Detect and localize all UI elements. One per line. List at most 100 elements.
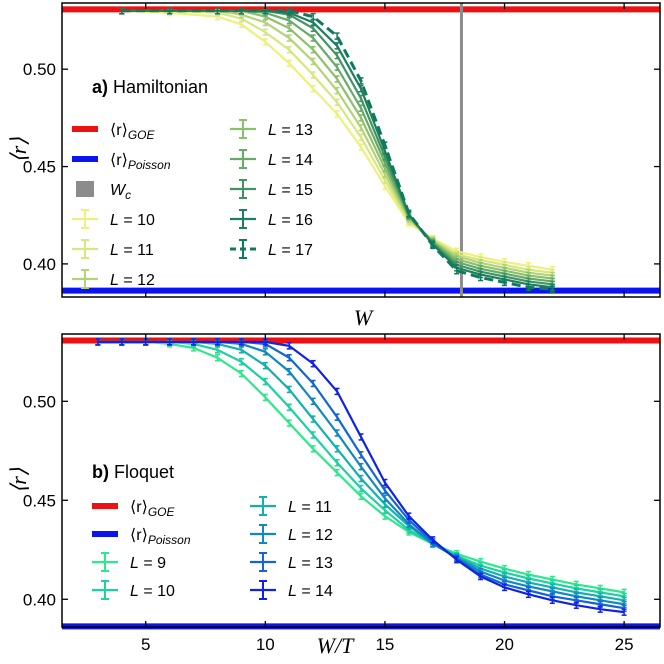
data-point <box>382 141 388 149</box>
data-point <box>334 387 340 396</box>
data-point <box>286 354 292 362</box>
legend-entry: ⟨r⟩Poisson <box>92 527 191 547</box>
data-point <box>573 601 579 609</box>
data-point <box>286 24 292 33</box>
y-axis-title: ⟨r⟩ <box>6 137 31 163</box>
series-line <box>121 9 553 283</box>
legend-entry: L = 15 <box>230 179 313 199</box>
legend-entry: L = 10 <box>92 580 175 600</box>
series-l-12 <box>95 338 627 608</box>
legend-label: L = 14 <box>288 583 333 600</box>
series-line <box>121 9 553 271</box>
data-point <box>214 338 220 346</box>
data-point <box>478 572 484 581</box>
series-line <box>97 340 625 602</box>
series-l-14 <box>95 338 627 616</box>
legend-entry: ⟨r⟩Poisson <box>72 152 171 172</box>
data-point <box>334 32 340 40</box>
legend-label: L = 11 <box>110 242 154 259</box>
panel-floquet: 5 10 15 20 25 0.40 0.45 0.50 ⟨r⟩ W/T b) Floquet ⟨r⟩… <box>6 333 661 658</box>
data-point <box>167 338 173 346</box>
data-point <box>310 34 316 42</box>
plot-frame <box>61 333 661 628</box>
data-point <box>310 45 316 54</box>
data-point <box>334 110 340 118</box>
data-point <box>454 266 460 275</box>
data-point <box>262 38 268 46</box>
data-point <box>286 367 292 376</box>
x-tick-label: 10 <box>256 635 275 654</box>
x-tick-label: 25 <box>615 635 634 654</box>
legend-entry: ⟨r⟩GOE <box>92 499 175 519</box>
legend-label: L = 12 <box>110 272 155 289</box>
data-point <box>334 445 340 453</box>
data-point <box>310 415 316 423</box>
y-tick-label: 0.50 <box>23 392 56 411</box>
data-point <box>549 285 555 293</box>
legend-entry: L = 16 <box>230 209 313 229</box>
series-l-17 <box>119 7 555 293</box>
data-point <box>286 403 292 411</box>
data-point <box>382 486 388 495</box>
data-point <box>310 379 316 388</box>
data-point <box>262 393 268 402</box>
x-tick-label: 15 <box>375 635 394 654</box>
data-point <box>358 123 364 132</box>
data-point <box>310 397 316 406</box>
data-point <box>310 445 316 453</box>
data-point <box>286 342 292 350</box>
legend-label: L = 12 <box>288 527 333 544</box>
data-point <box>502 583 508 592</box>
legend-label: ⟨r⟩Poisson <box>110 152 171 172</box>
data-point <box>358 492 364 501</box>
data-point <box>286 59 292 68</box>
series-line <box>97 340 625 606</box>
legend-entry: L = 12 <box>250 524 333 544</box>
data-point <box>262 28 268 36</box>
data-point <box>358 474 364 483</box>
data-point <box>119 7 125 15</box>
y-tick-label: 0.40 <box>23 590 56 609</box>
legend-label: L = 15 <box>268 182 313 199</box>
data-point <box>358 462 364 471</box>
legend-entry: L = 13 <box>250 552 333 572</box>
legend-entry: L = 11 <box>250 496 332 516</box>
legend-entry: L = 13 <box>230 119 313 139</box>
x-tick-label: 20 <box>495 635 514 654</box>
data-point <box>310 84 316 93</box>
data-point <box>262 348 268 356</box>
data-point <box>478 273 484 282</box>
legend-label: ⟨r⟩GOE <box>130 499 175 519</box>
x-tick-label: 5 <box>141 635 150 654</box>
data-point <box>310 12 316 21</box>
legend-label: ⟨r⟩GOE <box>110 122 155 142</box>
data-point <box>262 361 268 370</box>
data-point <box>334 42 340 50</box>
legend-entry: L = 9 <box>92 552 166 572</box>
data-point <box>310 71 316 79</box>
data-point <box>621 608 627 616</box>
data-point <box>334 98 340 107</box>
legend: ⟨r⟩GOE ⟨r⟩Poisson Wc L = 10 L = 11 L = 12 L = … <box>72 119 313 289</box>
data-point <box>95 338 101 346</box>
data-point <box>430 241 436 250</box>
data-point <box>406 209 412 218</box>
data-point <box>358 143 364 151</box>
series-l-15 <box>119 7 555 289</box>
data-point <box>310 431 316 439</box>
y-axis-title: ⟨r⟩ <box>6 467 31 493</box>
y-tick-label: 0.40 <box>23 255 56 274</box>
legend-entry: L = 10 <box>72 209 155 229</box>
data-point <box>382 478 388 487</box>
data-point <box>334 86 340 95</box>
legend-label: ⟨r⟩Poisson <box>130 527 191 547</box>
legend-label: L = 14 <box>268 152 313 169</box>
data-point <box>262 377 268 386</box>
data-point <box>286 34 292 42</box>
series-line <box>121 9 553 280</box>
data-point <box>238 369 244 378</box>
data-point <box>334 468 340 477</box>
legend-entry: L = 14 <box>230 149 313 169</box>
legend-label: L = 13 <box>288 555 333 572</box>
